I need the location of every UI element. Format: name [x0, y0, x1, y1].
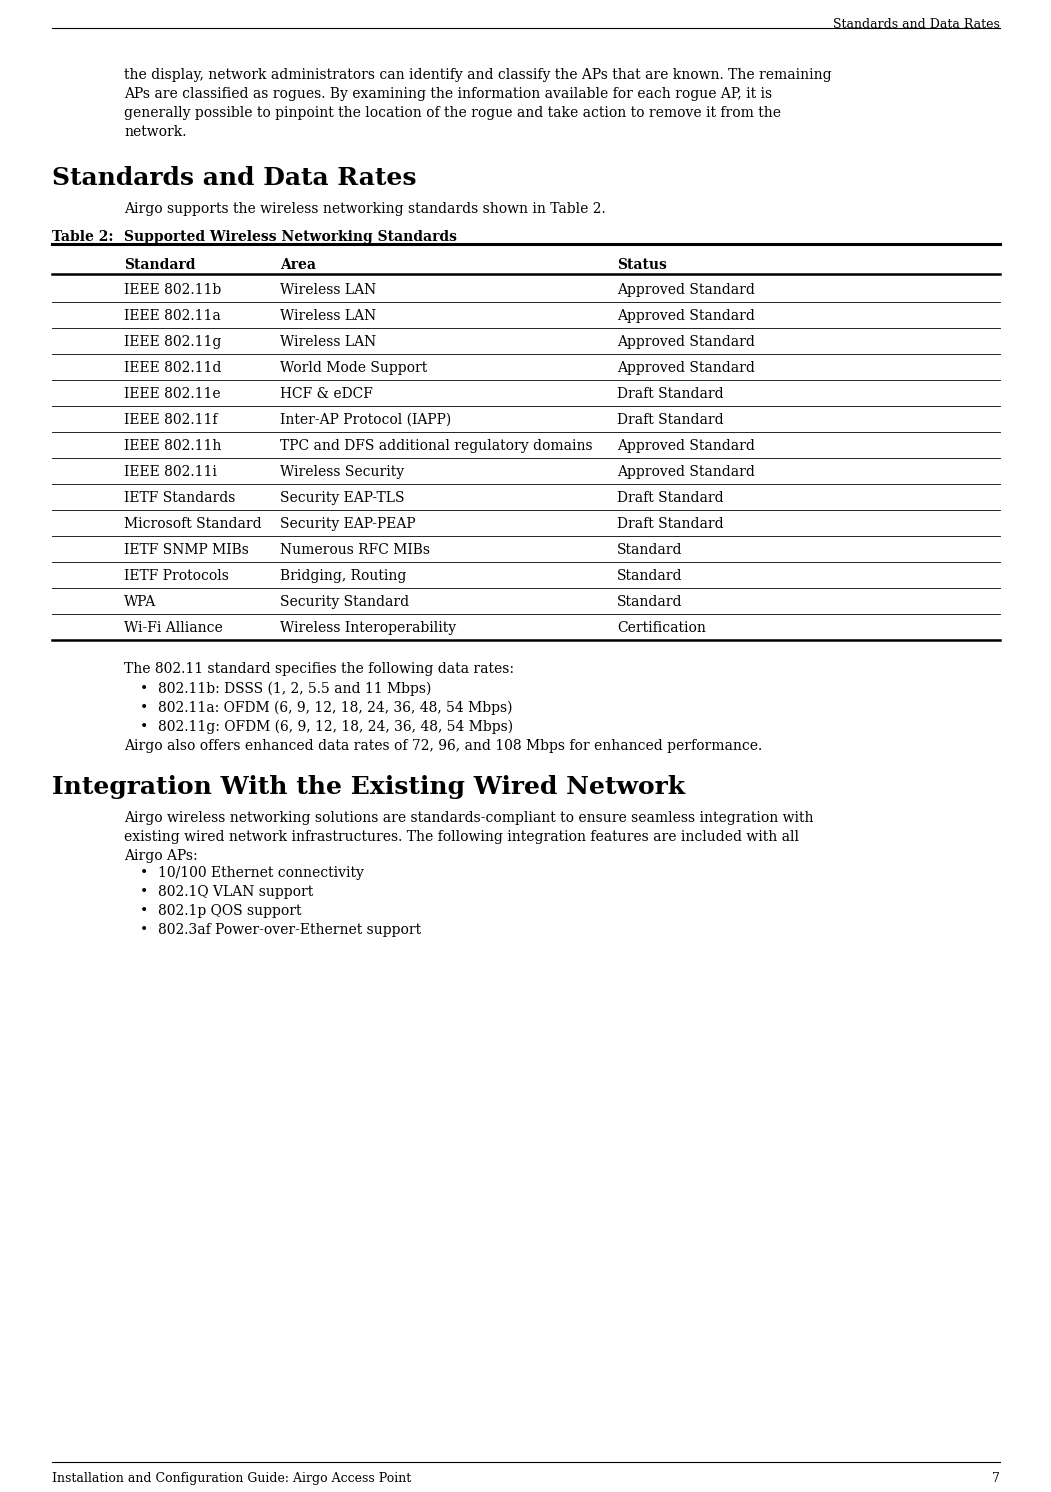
- Text: Draft Standard: Draft Standard: [617, 518, 724, 531]
- Text: Airgo also offers enhanced data rates of 72, 96, and 108 Mbps for enhanced perfo: Airgo also offers enhanced data rates of…: [124, 739, 762, 753]
- Text: IETF SNMP MIBs: IETF SNMP MIBs: [124, 543, 249, 557]
- Text: Certification: Certification: [617, 621, 706, 636]
- Text: The 802.11 standard specifies the following data rates:: The 802.11 standard specifies the follow…: [124, 662, 514, 676]
- Text: 802.1p QOS support: 802.1p QOS support: [158, 904, 302, 918]
- Text: Standards and Data Rates: Standards and Data Rates: [51, 166, 416, 189]
- Text: WPA: WPA: [124, 595, 157, 609]
- Text: Wi-Fi Alliance: Wi-Fi Alliance: [124, 621, 223, 636]
- Text: Wireless LAN: Wireless LAN: [280, 336, 376, 349]
- Text: 802.11b: DSSS (1, 2, 5.5 and 11 Mbps): 802.11b: DSSS (1, 2, 5.5 and 11 Mbps): [158, 682, 431, 697]
- Text: •: •: [140, 721, 148, 734]
- Text: 7: 7: [992, 1473, 1000, 1485]
- Text: Standard: Standard: [617, 568, 682, 583]
- Text: Standard: Standard: [124, 258, 195, 272]
- Text: Integration With the Existing Wired Network: Integration With the Existing Wired Netw…: [51, 774, 685, 800]
- Text: Airgo wireless networking solutions are standards-compliant to ensure seamless i: Airgo wireless networking solutions are …: [124, 812, 813, 825]
- Text: •: •: [140, 701, 148, 715]
- Text: Approved Standard: Approved Standard: [617, 309, 755, 322]
- Text: Standards and Data Rates: Standards and Data Rates: [833, 18, 1000, 31]
- Text: 802.3af Power-over-Ethernet support: 802.3af Power-over-Ethernet support: [158, 924, 421, 937]
- Text: 802.11g: OFDM (6, 9, 12, 18, 24, 36, 48, 54 Mbps): 802.11g: OFDM (6, 9, 12, 18, 24, 36, 48,…: [158, 721, 513, 734]
- Text: TPC and DFS additional regulatory domains: TPC and DFS additional regulatory domain…: [280, 439, 593, 454]
- Text: IEEE 802.11b: IEEE 802.11b: [124, 283, 222, 297]
- Text: IEEE 802.11e: IEEE 802.11e: [124, 386, 221, 401]
- Text: Bridging, Routing: Bridging, Routing: [280, 568, 407, 583]
- Text: Approved Standard: Approved Standard: [617, 283, 755, 297]
- Text: IEEE 802.11a: IEEE 802.11a: [124, 309, 221, 322]
- Text: Draft Standard: Draft Standard: [617, 491, 724, 504]
- Text: Approved Standard: Approved Standard: [617, 439, 755, 454]
- Text: Standard: Standard: [617, 543, 682, 557]
- Text: HCF & eDCF: HCF & eDCF: [280, 386, 373, 401]
- Text: Microsoft Standard: Microsoft Standard: [124, 518, 262, 531]
- Text: 10/100 Ethernet connectivity: 10/100 Ethernet connectivity: [158, 865, 364, 880]
- Text: Area: Area: [280, 258, 316, 272]
- Text: IEEE 802.11d: IEEE 802.11d: [124, 361, 222, 374]
- Text: Status: Status: [617, 258, 667, 272]
- Text: network.: network.: [124, 125, 186, 139]
- Text: Installation and Configuration Guide: Airgo Access Point: Installation and Configuration Guide: Ai…: [51, 1473, 411, 1485]
- Text: Standard: Standard: [617, 595, 682, 609]
- Text: IETF Standards: IETF Standards: [124, 491, 235, 504]
- Text: Approved Standard: Approved Standard: [617, 361, 755, 374]
- Text: Airgo supports the wireless networking standards shown in Table 2.: Airgo supports the wireless networking s…: [124, 201, 605, 216]
- Text: 802.1Q VLAN support: 802.1Q VLAN support: [158, 885, 313, 900]
- Text: Numerous RFC MIBs: Numerous RFC MIBs: [280, 543, 430, 557]
- Text: Approved Standard: Approved Standard: [617, 466, 755, 479]
- Text: Draft Standard: Draft Standard: [617, 413, 724, 427]
- Text: IEEE 802.11f: IEEE 802.11f: [124, 413, 218, 427]
- Text: World Mode Support: World Mode Support: [280, 361, 428, 374]
- Text: existing wired network infrastructures. The following integration features are i: existing wired network infrastructures. …: [124, 830, 799, 844]
- Text: Draft Standard: Draft Standard: [617, 386, 724, 401]
- Text: •: •: [140, 904, 148, 918]
- Text: Wireless LAN: Wireless LAN: [280, 309, 376, 322]
- Text: •: •: [140, 865, 148, 880]
- Text: IEEE 802.11i: IEEE 802.11i: [124, 466, 217, 479]
- Text: Wireless Interoperability: Wireless Interoperability: [280, 621, 456, 636]
- Text: Security EAP-TLS: Security EAP-TLS: [280, 491, 405, 504]
- Text: •: •: [140, 682, 148, 695]
- Text: Table 2:: Table 2:: [51, 230, 114, 245]
- Text: IETF Protocols: IETF Protocols: [124, 568, 229, 583]
- Text: Inter-AP Protocol (IAPP): Inter-AP Protocol (IAPP): [280, 413, 451, 427]
- Text: IEEE 802.11g: IEEE 802.11g: [124, 336, 222, 349]
- Text: Security Standard: Security Standard: [280, 595, 409, 609]
- Text: Wireless Security: Wireless Security: [280, 466, 405, 479]
- Text: 802.11a: OFDM (6, 9, 12, 18, 24, 36, 48, 54 Mbps): 802.11a: OFDM (6, 9, 12, 18, 24, 36, 48,…: [158, 701, 513, 715]
- Text: generally possible to pinpoint the location of the rogue and take action to remo: generally possible to pinpoint the locat…: [124, 106, 781, 119]
- Text: Wireless LAN: Wireless LAN: [280, 283, 376, 297]
- Text: the display, network administrators can identify and classify the APs that are k: the display, network administrators can …: [124, 69, 831, 82]
- Text: Airgo APs:: Airgo APs:: [124, 849, 198, 862]
- Text: Security EAP-PEAP: Security EAP-PEAP: [280, 518, 415, 531]
- Text: •: •: [140, 924, 148, 937]
- Text: Approved Standard: Approved Standard: [617, 336, 755, 349]
- Text: Supported Wireless Networking Standards: Supported Wireless Networking Standards: [124, 230, 457, 245]
- Text: •: •: [140, 885, 148, 900]
- Text: IEEE 802.11h: IEEE 802.11h: [124, 439, 222, 454]
- Text: APs are classified as rogues. By examining the information available for each ro: APs are classified as rogues. By examini…: [124, 87, 772, 101]
